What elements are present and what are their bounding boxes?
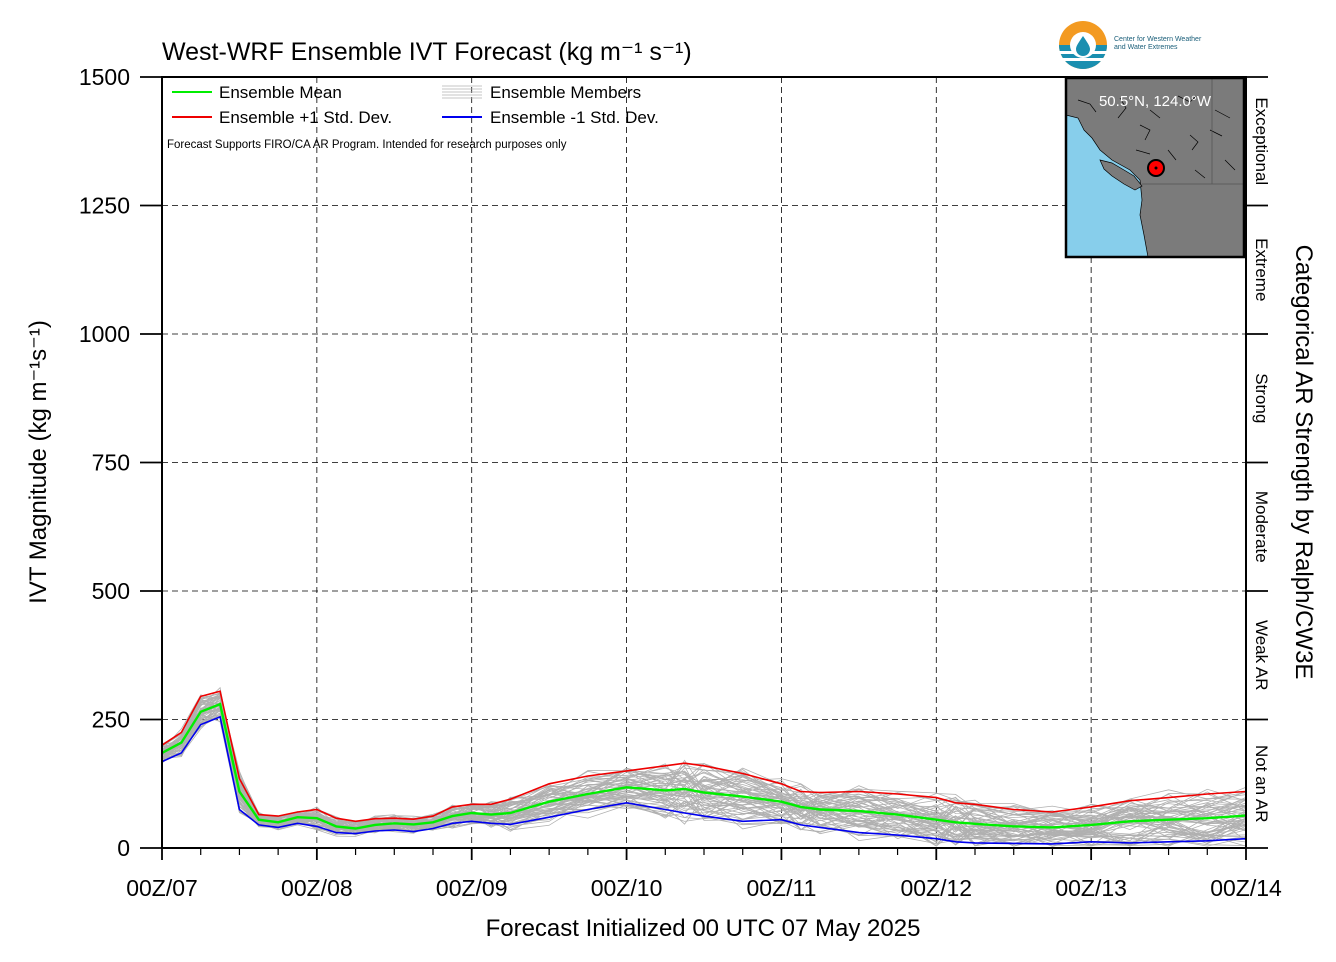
minus-std-line — [161, 715, 1247, 845]
chart-title: West-WRF Ensemble IVT Forecast (kg m⁻¹ s… — [162, 38, 692, 66]
x-tick-label: 00Z/09 — [436, 875, 508, 901]
cw3e-logo: Center for Western Weather and Water Ext… — [1059, 21, 1202, 69]
axes: 00Z/07 00Z/08 00Z/09 00Z/10 00Z/11 00Z/12 00Z/… — [79, 64, 1282, 901]
right-axis-label: Categorical AR Strength by Ralph/CW3E — [1290, 245, 1317, 680]
x-axis-label: Forecast Initialized 00 UTC 07 May 2025 — [486, 915, 921, 942]
x-tick-label: 00Z/14 — [1210, 875, 1282, 901]
y-tick-label: 0 — [117, 835, 130, 861]
legend-label-members: Ensemble Members — [490, 83, 641, 102]
ensemble-member-line — [161, 703, 1247, 832]
plus-std-line — [161, 690, 1247, 823]
y-tick-label: 750 — [92, 450, 130, 476]
ensemble-statistics — [161, 690, 1247, 845]
ar-category-label: Extreme — [1252, 238, 1271, 301]
vancouver-island — [1099, 159, 1143, 191]
ensemble-member-line — [161, 706, 1247, 847]
ensemble-mean-line — [161, 702, 1247, 830]
legend-label-plus-std: Ensemble +1 Std. Dev. — [219, 108, 392, 127]
ar-category-axis: Not an AR Weak AR Moderate Strong Extreme Exc… — [1252, 97, 1271, 822]
legend-label-minus-std: Ensemble -1 Std. Dev. — [490, 108, 659, 127]
ar-category-label: Strong — [1252, 373, 1271, 423]
ensemble-member-line — [161, 716, 1247, 847]
ar-category-label: Exceptional — [1252, 97, 1271, 185]
x-tick-label: 00Z/08 — [281, 875, 353, 901]
legend-label-mean: Ensemble Mean — [219, 83, 342, 102]
y-tick-label: 500 — [92, 578, 130, 604]
x-tick-label: 00Z/07 — [126, 875, 198, 901]
logo-text-line2: and Water Extremes — [1114, 44, 1178, 51]
y-tick-label: 1250 — [79, 193, 130, 219]
ensemble-member-line — [161, 693, 1247, 830]
ar-category-label: Weak AR — [1252, 620, 1271, 691]
ensemble-member-line — [161, 696, 1247, 826]
ensemble-member-line — [161, 686, 1247, 828]
ensemble-member-line — [161, 694, 1247, 827]
x-tick-label: 00Z/11 — [746, 875, 816, 901]
y-axis-label: IVT Magnitude (kg m⁻¹s⁻¹) — [25, 320, 52, 604]
inset-coordinate-label: 50.5°N, 124.0°W — [1099, 93, 1212, 110]
inset-map: 50.5°N, 124.0°W — [1064, 76, 1246, 259]
x-tick-label: 00Z/13 — [1055, 875, 1127, 901]
legend-swatch-members — [442, 85, 482, 99]
ensemble-member-line — [161, 703, 1247, 828]
ensemble-member-line — [161, 697, 1247, 826]
y-tick-label: 250 — [92, 707, 130, 733]
x-tick-label: 00Z/12 — [900, 875, 972, 901]
ocean-area — [1065, 114, 1149, 258]
ar-category-label: Moderate — [1252, 491, 1271, 563]
y-tick-label: 1000 — [79, 321, 130, 347]
x-tick-label: 00Z/10 — [591, 875, 663, 901]
logo-text-line1: Center for Western Weather — [1114, 36, 1202, 43]
legend: Ensemble Mean Ensemble +1 Std. Dev. Ense… — [167, 83, 659, 151]
ar-category-label: Not an AR — [1252, 745, 1271, 823]
research-note: Forecast Supports FIRO/CA AR Program. In… — [167, 139, 567, 151]
y-tick-label: 1500 — [79, 64, 130, 90]
